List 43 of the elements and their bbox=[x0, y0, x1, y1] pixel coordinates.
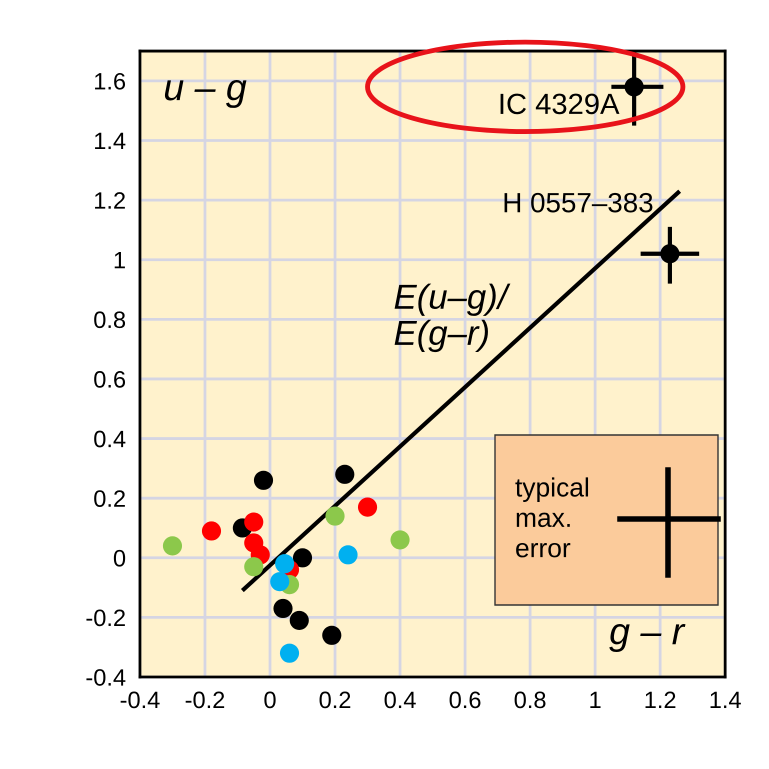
point bbox=[290, 610, 309, 630]
y-tick-label: 1.4 bbox=[95, 132, 126, 150]
y-tick-label: -0.4 bbox=[86, 669, 126, 686]
y-tick-label: 0.6 bbox=[94, 371, 126, 388]
point bbox=[338, 545, 358, 564]
point bbox=[202, 521, 222, 541]
y-tick-label: 1 bbox=[114, 252, 125, 268]
point bbox=[358, 498, 378, 517]
y-tick-label: 0 bbox=[114, 550, 126, 567]
x-tick-label: 0.2 bbox=[320, 692, 350, 708]
x-tick-label: 0.4 bbox=[384, 692, 416, 708]
y-tick-label: -0.2 bbox=[86, 609, 125, 626]
y-tick-label: 1.6 bbox=[95, 72, 126, 90]
y-tick-label: 0.8 bbox=[94, 311, 126, 328]
y-tick-label: 0.2 bbox=[94, 490, 125, 507]
x-tick-label: -0.2 bbox=[186, 692, 224, 708]
x-tick-label: 1.4 bbox=[710, 692, 741, 708]
y-axis-title: u – g bbox=[164, 80, 246, 108]
x-axis-title: g – r bbox=[609, 624, 686, 652]
annotation: E(u–g)/ E(g–r) bbox=[394, 284, 510, 352]
point bbox=[335, 464, 354, 484]
annotation: typical max. error bbox=[515, 477, 588, 558]
x-tick-label: 0 bbox=[264, 692, 276, 708]
point bbox=[244, 557, 264, 576]
x-tick-label: 1 bbox=[590, 692, 601, 708]
point bbox=[270, 572, 290, 592]
annotation: H 0557–383 bbox=[504, 192, 652, 212]
annotation: IC 4329A bbox=[500, 94, 620, 114]
point bbox=[325, 506, 345, 526]
x-tick-label: 0.6 bbox=[450, 692, 480, 708]
y-tick-label: 1.2 bbox=[95, 192, 125, 209]
point bbox=[275, 554, 294, 574]
x-tick-label: 0.8 bbox=[514, 692, 546, 708]
y-tick-label: 0.4 bbox=[94, 430, 126, 448]
point bbox=[162, 536, 182, 556]
point bbox=[244, 512, 264, 532]
point bbox=[292, 548, 312, 568]
point bbox=[254, 470, 274, 490]
point bbox=[273, 598, 293, 618]
point bbox=[280, 644, 300, 663]
x-tick-label: 1.2 bbox=[646, 692, 676, 708]
point bbox=[390, 530, 410, 550]
point bbox=[322, 626, 342, 645]
